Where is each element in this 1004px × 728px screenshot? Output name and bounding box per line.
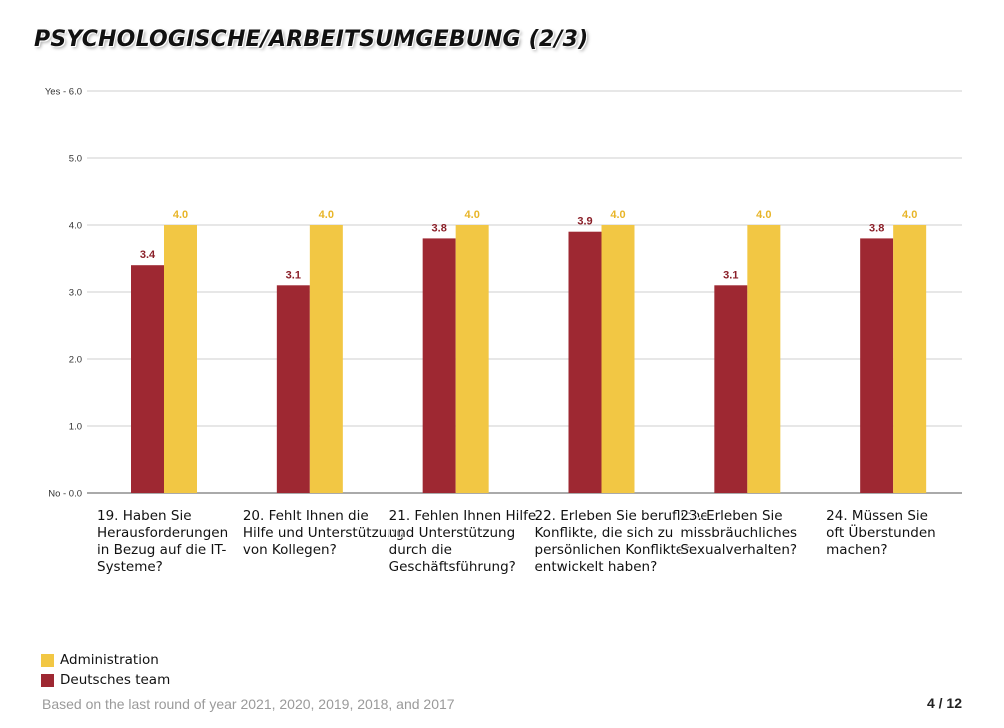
data-label: 4.0 xyxy=(756,209,771,221)
bar-deutsches-team xyxy=(714,285,748,493)
data-label: 4.0 xyxy=(319,209,334,221)
data-label: 3.9 xyxy=(577,216,592,228)
y-tick-label: No - 0.0 xyxy=(48,489,82,500)
x-category-label: 23. Erleben Sie missbräuchliches Sexualv… xyxy=(680,508,798,558)
chart-title: PSYCHOLOGISCHE/ARBEITSUMGEBUNG (2/3) xyxy=(34,27,589,52)
legend-swatch-deutsches-team xyxy=(41,673,54,687)
bar-administration xyxy=(893,225,927,493)
legend-label-administration: Administration xyxy=(60,652,159,668)
x-category-label: 22. Erleben Sie berufliche Konflikte, di… xyxy=(534,508,709,575)
data-label: 3.8 xyxy=(869,222,884,234)
bar-administration xyxy=(164,225,197,493)
footer-note: Based on the last round of year 2021, 20… xyxy=(42,696,455,712)
legend-label-deutsches-team: Deutsches team xyxy=(60,672,171,688)
x-category-label: 20. Fehlt Ihnen die Hilfe und Unterstütz… xyxy=(242,508,405,558)
data-label: 3.1 xyxy=(286,269,301,281)
bar-deutsches-team xyxy=(131,265,164,493)
x-category-label: 24. Müssen Sie oft Überstunden machen? xyxy=(826,508,936,558)
legend-item-administration[interactable]: Administration xyxy=(41,650,170,670)
bar-chart: No - 0.0 1.0 2.0 3.0 4.0 5.0 Yes - 6.0 3.4 3.1 3.… xyxy=(45,87,962,500)
y-tick-label: 2.0 xyxy=(69,355,82,366)
bar-deutsches-team xyxy=(568,231,602,493)
bar-administration xyxy=(747,225,781,493)
data-label: 4.0 xyxy=(610,209,625,221)
bar-administration xyxy=(455,225,489,493)
legend-swatch-administration xyxy=(41,653,54,667)
data-label: 3.8 xyxy=(432,222,447,234)
page-number: 4 / 12 xyxy=(926,695,962,711)
y-tick-label: 4.0 xyxy=(69,221,82,232)
y-tick-label: 5.0 xyxy=(69,154,82,165)
bar-deutsches-team xyxy=(422,238,456,493)
legend: Administration Deutsches team xyxy=(41,650,170,690)
bar-deutsches-team xyxy=(276,285,310,493)
data-label: 3.4 xyxy=(140,249,156,261)
data-label: 3.1 xyxy=(723,269,738,281)
x-category-label: 19. Haben Sie Herausforderungen in Bezug… xyxy=(97,508,229,575)
y-tick-label: Yes - 6.0 xyxy=(45,87,82,98)
bar-deutsches-team xyxy=(860,238,894,493)
data-label: 4.0 xyxy=(465,209,480,221)
legend-item-deutsches-team[interactable]: Deutsches team xyxy=(41,670,170,690)
x-category-label: 21. Fehlen Ihnen Hilfe und Unterstützung… xyxy=(388,508,537,575)
data-label: 4.0 xyxy=(173,209,188,221)
bar-administration xyxy=(601,225,635,493)
data-label: 4.0 xyxy=(902,209,917,221)
bar-administration xyxy=(309,225,343,493)
y-tick-label: 1.0 xyxy=(69,422,82,433)
y-tick-label: 3.0 xyxy=(69,288,82,299)
